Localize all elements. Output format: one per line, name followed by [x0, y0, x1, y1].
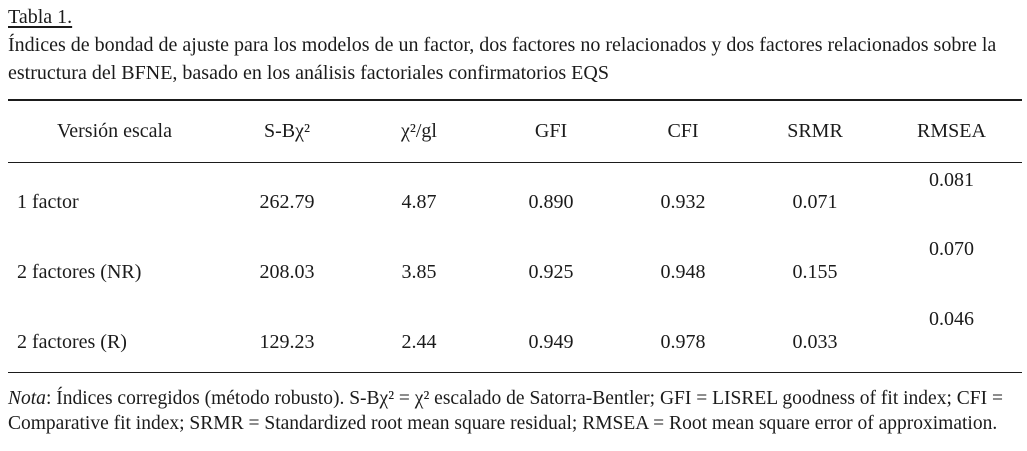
cell-rmsea: 0.070 [929, 238, 974, 260]
cell-cfi: 0.932 [660, 191, 706, 213]
cell-gfi: 0.925 [528, 261, 574, 283]
cell-gfi: 0.949 [485, 302, 617, 373]
cell-srmr: 0.071 [792, 191, 838, 213]
table-label: Tabla 1. [8, 6, 73, 28]
fit-indices-table: Versión escala S-Bχ² χ²/gl GFI CFI SRMR … [8, 99, 1022, 373]
table-row-2-factores-nr: 2 factores (NR) 208.03 3.85 0.925 0.948 … [8, 232, 1022, 302]
header-row: Versión escala S-Bχ² χ²/gl GFI CFI SRMR … [8, 100, 1022, 163]
note-text: : Índices corregidos (método robusto). S… [8, 387, 1003, 435]
cell-sb-chi2: 129.23 [221, 302, 353, 373]
cell-sb-chi2: 262.79 [259, 191, 315, 213]
column-header-gfi: GFI [485, 100, 617, 163]
column-header-srmr: SRMR [749, 100, 881, 163]
cell-chi2-gl: 3.85 [401, 261, 437, 283]
column-header-chi2-gl: χ²/gl [353, 100, 485, 163]
table-row-1-factor: 1 factor 262.79 4.87 0.890 0.932 0.071 0… [8, 162, 1022, 232]
cell-cfi: 0.948 [660, 261, 706, 283]
cell-model-label: 2 factores (R) [8, 302, 221, 373]
cell-srmr: 0.033 [749, 302, 881, 373]
cell-model-label: 1 factor [17, 191, 79, 213]
cell-model-label: 2 factores (NR) [17, 261, 142, 283]
cell-cfi: 0.978 [617, 302, 749, 373]
column-header-sb-chi2: S-Bχ² [221, 100, 353, 163]
table-caption: Índices de bondad de ajuste para los mod… [8, 34, 997, 84]
cell-chi2-gl: 4.87 [401, 191, 437, 213]
cell-rmsea: 0.046 [881, 302, 1022, 373]
cell-srmr: 0.155 [792, 261, 838, 283]
column-header-cfi: CFI [617, 100, 749, 163]
cell-rmsea: 0.081 [929, 168, 974, 191]
table-row-2-factores-r: 2 factores (R) 129.23 2.44 0.949 0.978 0… [8, 302, 1022, 373]
paper-table-page: Tabla 1. Índices de bondad de ajuste par… [8, 6, 1022, 437]
cell-sb-chi2: 208.03 [259, 261, 315, 283]
column-header-rmsea: RMSEA [881, 100, 1022, 163]
table-note: Nota: Índices corregidos (método robusto… [8, 386, 1022, 437]
column-header-version-escala: Versión escala [8, 100, 221, 163]
cell-gfi: 0.890 [528, 191, 574, 213]
note-label: Nota [8, 387, 46, 409]
cell-chi2-gl: 2.44 [353, 302, 485, 373]
